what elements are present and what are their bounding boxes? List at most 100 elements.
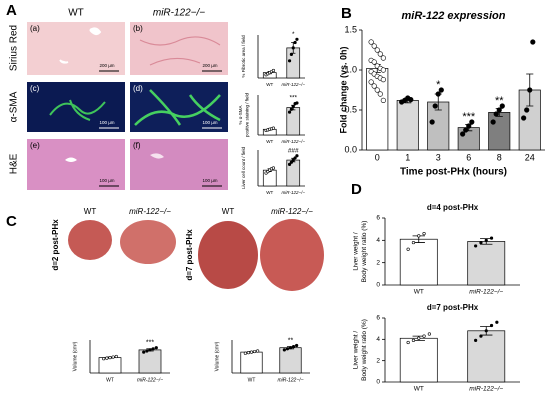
image-label: (c) (30, 84, 40, 93)
data-point (527, 87, 533, 93)
column-header: WT (222, 207, 235, 216)
data-point (489, 236, 494, 240)
x-tick-label: 1 (405, 152, 410, 162)
bar (488, 112, 511, 151)
data-point (291, 158, 295, 162)
data-point (380, 67, 386, 73)
column-header: miR-122−/− (153, 8, 205, 19)
data-point (371, 43, 377, 49)
y-tick-label: 2 (376, 357, 380, 364)
data-point (479, 240, 483, 245)
y-tick-label: 6 (376, 215, 380, 222)
bar (399, 337, 438, 383)
x-tick-label: 8 (497, 152, 502, 162)
y-axis-label: Volume (cm³) (214, 341, 220, 371)
data-point (411, 240, 416, 245)
x-tick-label: miR-122−/− (281, 139, 305, 144)
annotation: ** (288, 337, 294, 344)
liver (198, 221, 258, 289)
liver (120, 220, 176, 264)
bar (396, 100, 419, 151)
stain (134, 89, 221, 126)
data-point (438, 87, 444, 93)
data-point (111, 355, 115, 359)
image-label: (e) (30, 141, 40, 150)
data-point (380, 76, 386, 83)
data-point (249, 350, 254, 354)
x-tick-label: WT (266, 82, 273, 87)
data-point (271, 166, 276, 170)
y-tick-label: 0.0 (344, 144, 357, 154)
bar (98, 357, 122, 374)
data-point (422, 232, 426, 236)
fibrosis (139, 36, 221, 66)
data-point (380, 55, 386, 61)
data-point (466, 123, 472, 129)
x-tick-label: WT (414, 289, 424, 296)
image-label: (f) (133, 141, 141, 150)
y-tick-label: 4 (376, 237, 380, 244)
row-header: H&E (9, 153, 20, 174)
data-point (293, 40, 297, 45)
data-point (243, 351, 247, 355)
data-point (371, 83, 377, 89)
data-point (496, 107, 502, 113)
scale-label: 100 µm (202, 178, 217, 183)
data-point (524, 107, 530, 113)
stain (49, 99, 106, 121)
x-tick-label: WT (248, 377, 256, 383)
x-tick-label: 24 (525, 152, 535, 162)
data-point (489, 323, 494, 328)
chart-title: d=4 post-PHx (427, 203, 479, 212)
scale-label: 100 µm (99, 120, 114, 125)
data-point (371, 59, 377, 65)
x-tick-label: 6 (466, 152, 471, 162)
data-point (291, 345, 296, 349)
data-point (484, 238, 488, 242)
data-point (484, 329, 488, 333)
data-point (521, 115, 527, 121)
y-tick-label: 1.0 (344, 64, 357, 74)
x-tick-label: WT (266, 139, 273, 144)
data-point (463, 127, 469, 133)
data-point (271, 68, 276, 73)
data-point (142, 350, 146, 354)
data-point (252, 349, 257, 354)
x-axis-label: Time post-PHx (hours) (400, 167, 507, 178)
histology-images (27, 22, 228, 190)
scale-label: 200 µm (99, 63, 114, 68)
data-point (499, 103, 505, 109)
panel-label: B (341, 5, 352, 22)
data-point (479, 334, 483, 338)
annotation: ** (495, 95, 504, 107)
bar (399, 238, 438, 286)
row-header: Sirius Red (9, 25, 20, 71)
x-tick-label: WT (106, 377, 114, 383)
data-point (377, 91, 383, 97)
panel-label: D (351, 181, 362, 198)
y-axis-label: Liver weight / (352, 232, 359, 270)
bar (240, 351, 263, 374)
y-axis-label: Body weight ratio (%) (361, 319, 368, 381)
bar (279, 347, 302, 374)
data-point (289, 107, 294, 111)
image (27, 22, 125, 75)
data-point (490, 119, 496, 125)
data-point (291, 104, 295, 109)
data-point (495, 320, 499, 324)
bar (467, 330, 506, 383)
y-tick-label: 0.5 (344, 104, 357, 114)
column-header: miR-122−/− (271, 207, 313, 216)
data-point (406, 247, 410, 251)
data-point (256, 349, 260, 353)
x-tick-label: miR-122−/− (281, 82, 305, 87)
group-title: d=7 post-PHx (185, 229, 194, 281)
data-point (427, 332, 431, 336)
x-tick-label: 3 (436, 152, 441, 162)
column-header: WT (84, 207, 97, 216)
x-tick-label: miR-122−/− (137, 377, 163, 383)
image (27, 139, 125, 190)
x-tick-label: miR-122−/− (469, 289, 503, 296)
image (130, 22, 228, 75)
scale-label: 200 µm (202, 63, 217, 68)
